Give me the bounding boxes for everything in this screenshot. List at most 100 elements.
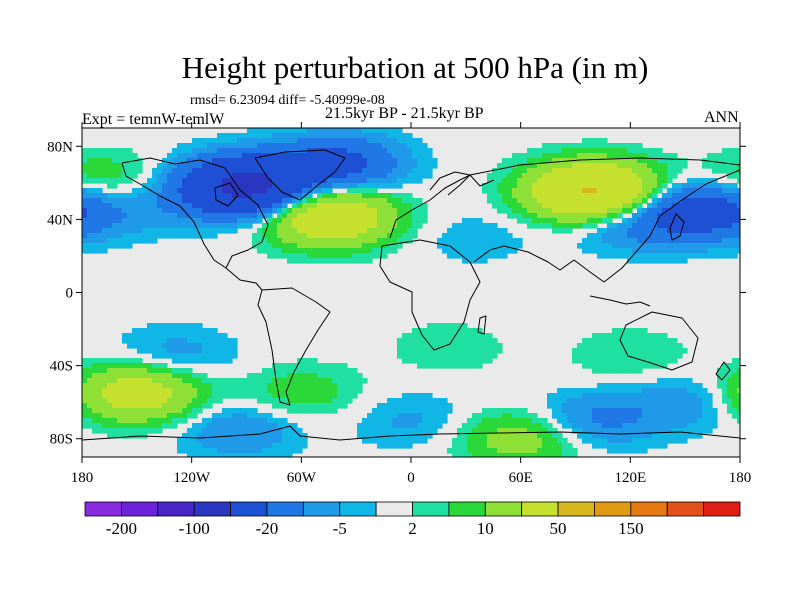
field-cell — [267, 453, 273, 457]
field-cell — [367, 153, 373, 159]
field-cell — [682, 203, 688, 209]
field-cell — [292, 398, 298, 404]
field-cell — [387, 153, 393, 159]
field-cell — [357, 158, 363, 164]
field-cell — [517, 408, 523, 414]
field-cell — [362, 198, 368, 204]
field-cell — [732, 378, 738, 384]
field-cell — [247, 448, 253, 454]
field-cell — [462, 223, 468, 229]
field-cell — [727, 218, 733, 224]
field-cell — [162, 333, 168, 339]
field-cell — [647, 258, 653, 264]
field-cell — [337, 148, 343, 154]
field-cell — [337, 203, 343, 209]
field-cell — [312, 408, 318, 414]
field-cell — [467, 428, 473, 434]
colorbar-swatch — [193, 501, 231, 517]
field-cell — [647, 398, 653, 404]
x-tick-label: 60E — [509, 470, 533, 486]
field-cell — [597, 193, 603, 199]
field-cell — [607, 423, 613, 429]
field-cell — [537, 153, 543, 159]
field-cell — [82, 388, 88, 394]
field-cell — [127, 223, 133, 229]
field-cell — [287, 173, 293, 179]
field-cell — [187, 163, 193, 169]
field-cell — [87, 373, 93, 379]
field-cell — [302, 358, 308, 364]
field-cell — [707, 198, 713, 204]
field-cell — [82, 218, 88, 224]
field-cell — [392, 243, 398, 249]
field-cell — [352, 143, 358, 149]
field-cell — [707, 228, 713, 234]
field-cell — [267, 188, 273, 194]
field-cell — [437, 398, 443, 404]
field-cell — [217, 338, 223, 344]
field-cell — [422, 423, 428, 429]
field-cell — [202, 443, 208, 449]
field-cell — [372, 218, 378, 224]
field-cell — [577, 408, 583, 414]
field-cell — [122, 428, 128, 434]
field-cell — [612, 228, 618, 234]
field-cell — [147, 363, 153, 369]
field-cell — [302, 393, 308, 399]
field-cell — [712, 158, 718, 164]
field-cell — [292, 143, 298, 149]
field-cell — [402, 173, 408, 179]
field-cell — [307, 373, 313, 379]
field-cell — [587, 148, 593, 154]
field-cell — [657, 208, 663, 214]
field-cell — [707, 193, 713, 199]
field-cell — [352, 168, 358, 174]
field-cell — [232, 338, 238, 344]
field-cell — [207, 443, 213, 449]
field-cell — [682, 188, 688, 194]
field-cell — [697, 408, 703, 414]
field-cell — [237, 208, 243, 214]
field-cell — [222, 383, 228, 389]
field-cell — [657, 148, 663, 154]
field-cell — [217, 388, 223, 394]
field-cell — [362, 138, 368, 144]
field-cell — [572, 183, 578, 189]
field-cell — [312, 383, 318, 389]
field-cell — [387, 438, 393, 444]
coast-north-america — [121, 157, 269, 291]
field-cell — [257, 418, 263, 424]
field-cell — [622, 328, 628, 334]
field-cell — [202, 448, 208, 454]
field-cell — [287, 148, 293, 154]
field-cell — [552, 163, 558, 169]
field-cell — [347, 138, 353, 144]
field-cell — [187, 223, 193, 229]
field-cell — [377, 148, 383, 154]
field-cell — [522, 413, 528, 419]
field-cell — [677, 383, 683, 389]
field-cell — [732, 373, 738, 379]
field-cell — [217, 143, 223, 149]
field-cell — [392, 198, 398, 204]
field-cell — [342, 243, 348, 249]
field-cell — [302, 158, 308, 164]
field-cell — [677, 198, 683, 204]
field-cell — [122, 193, 128, 199]
field-cell — [587, 238, 593, 244]
field-cell — [242, 213, 248, 219]
field-cell — [672, 398, 678, 404]
field-cell — [652, 253, 658, 259]
field-cell — [522, 163, 528, 169]
field-cell — [272, 363, 278, 369]
field-cell — [597, 403, 603, 409]
field-cell — [187, 338, 193, 344]
field-cell — [242, 438, 248, 444]
field-cell — [232, 418, 238, 424]
field-cell — [157, 378, 163, 384]
field-cell — [342, 143, 348, 149]
field-cell — [737, 238, 740, 244]
field-cell — [197, 373, 203, 379]
field-cell — [207, 188, 213, 194]
field-cell — [532, 438, 538, 444]
